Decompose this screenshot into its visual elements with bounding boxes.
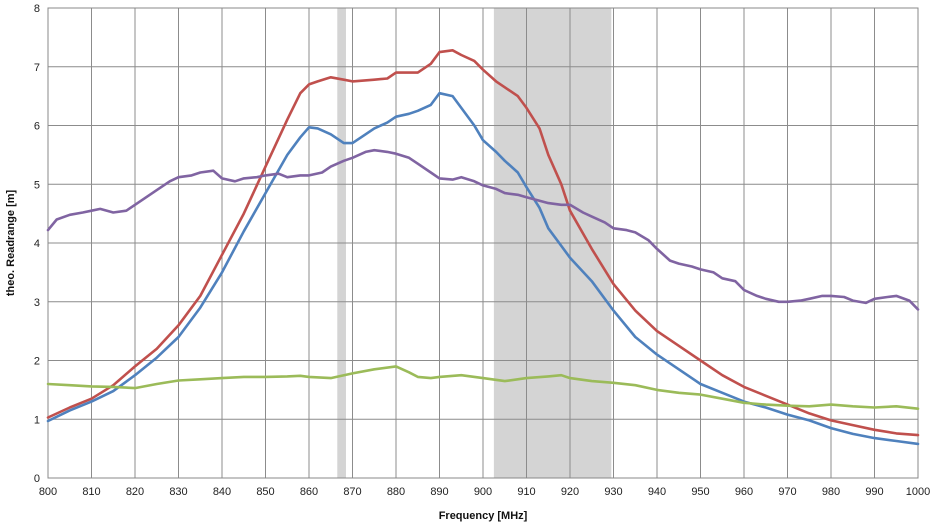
x-tick-label-980: 980 <box>822 486 840 498</box>
gridlines <box>47 7 919 479</box>
x-tick-label-830: 830 <box>169 486 187 498</box>
y-tick-label-3: 3 <box>34 297 40 309</box>
y-tick-label-4: 4 <box>34 238 40 250</box>
x-tick-label-970: 970 <box>778 486 796 498</box>
x-tick-label-950: 950 <box>691 486 709 498</box>
x-tick-label-810: 810 <box>82 486 100 498</box>
x-tick-label-890: 890 <box>430 486 448 498</box>
x-axis-label: Frequency [MHz] <box>439 510 528 522</box>
y-tick-label-7: 7 <box>34 62 40 74</box>
x-tick-label-860: 860 <box>300 486 318 498</box>
y-tick-label-0: 0 <box>34 473 40 485</box>
plot-frame <box>47 7 919 479</box>
x-tick-label-990: 990 <box>865 486 883 498</box>
x-tick-label-910: 910 <box>517 486 535 498</box>
x-tick-label-800: 800 <box>39 486 57 498</box>
series-line-4 <box>46 365 920 411</box>
x-tick-label-920: 920 <box>561 486 579 498</box>
series-lines <box>46 48 920 446</box>
y-axis-label: theo. Readrange [m] <box>5 189 17 296</box>
y-tick-label-6: 6 <box>34 121 40 133</box>
y-tick-label-2: 2 <box>34 356 40 368</box>
series-line-3 <box>46 148 920 311</box>
x-tick-label-960: 960 <box>735 486 753 498</box>
x-tick-labels: 800 810 820 830 840 850 860 870 880 890 900 910 920 9… <box>39 486 930 498</box>
y-tick-label-1: 1 <box>34 414 40 426</box>
x-tick-label-930: 930 <box>604 486 622 498</box>
x-tick-label-900: 900 <box>474 486 492 498</box>
y-tick-label-5: 5 <box>34 179 40 191</box>
series-line-2 <box>46 91 920 446</box>
x-tick-label-850: 850 <box>256 486 274 498</box>
y-tick-labels: 0 1 2 3 4 5 6 7 8 <box>34 3 40 485</box>
x-tick-label-870: 870 <box>343 486 361 498</box>
x-tick-label-880: 880 <box>387 486 405 498</box>
y-tick-label-8: 8 <box>34 3 40 15</box>
series-line-1 <box>46 48 920 437</box>
x-tick-label-820: 820 <box>126 486 144 498</box>
x-tick-label-1000: 1000 <box>906 486 930 498</box>
x-tick-label-940: 940 <box>648 486 666 498</box>
x-tick-label-840: 840 <box>213 486 231 498</box>
